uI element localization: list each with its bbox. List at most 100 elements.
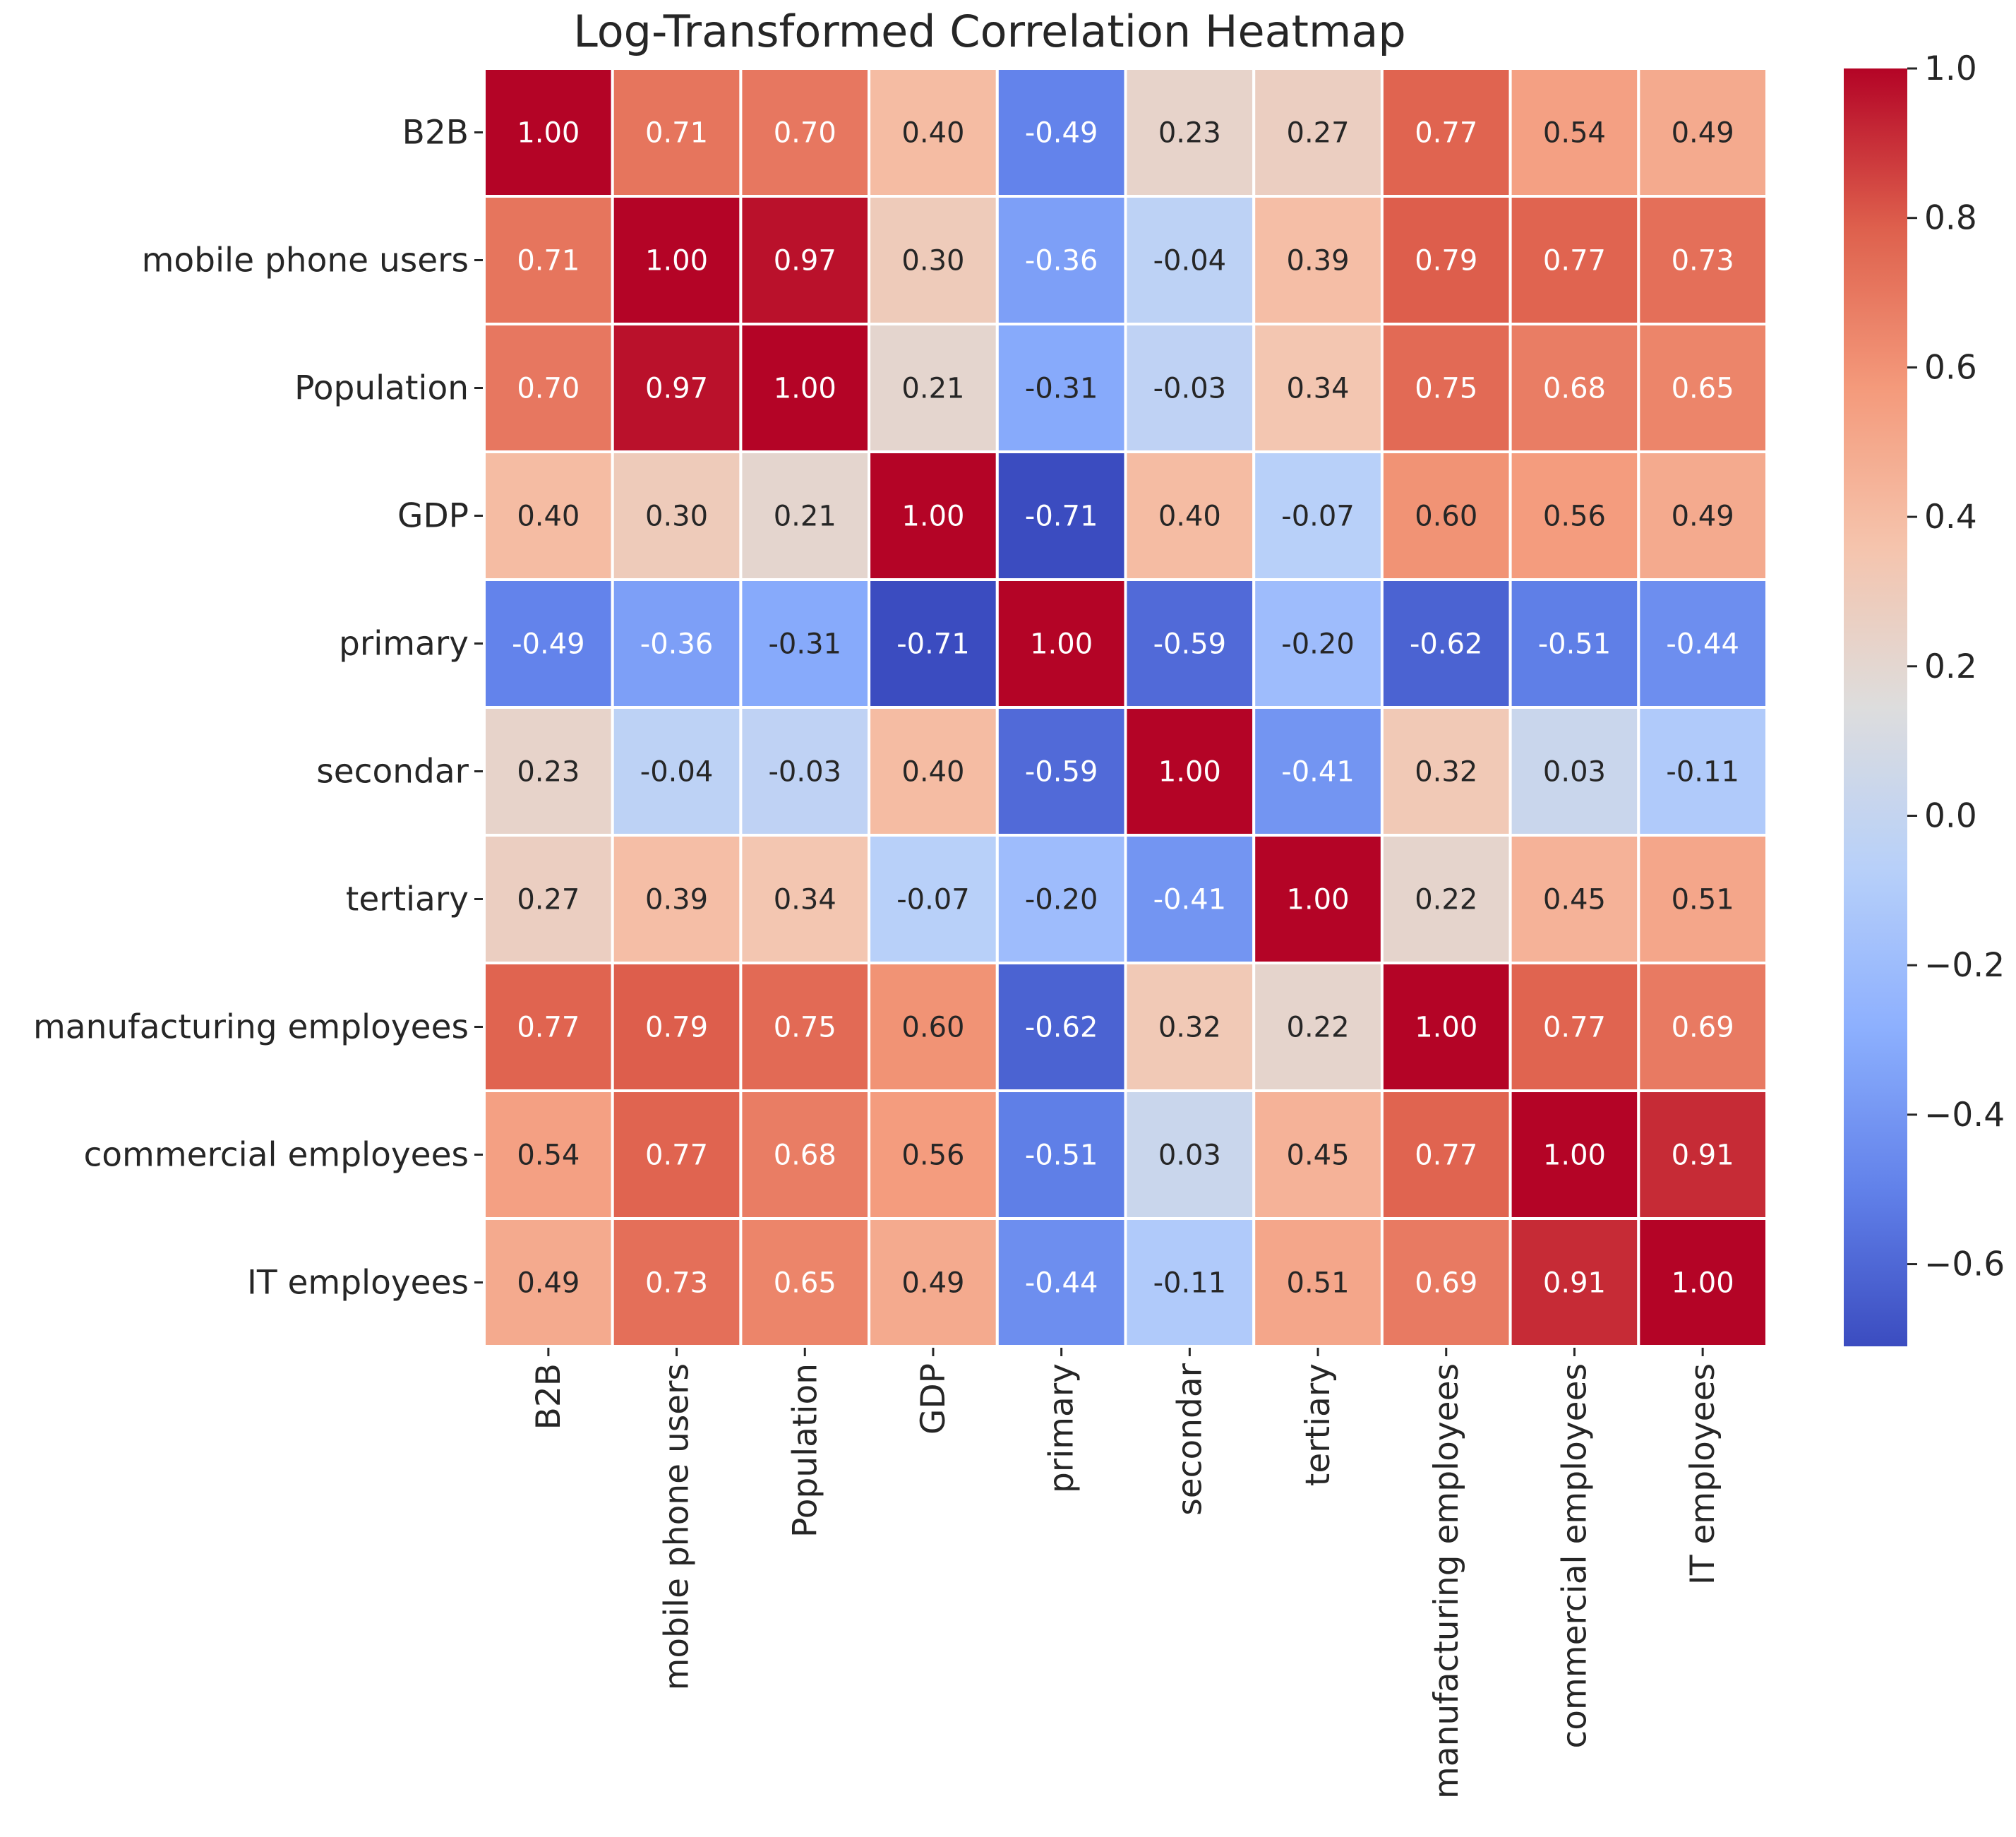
heatmap-cell-4-3 bbox=[868, 578, 999, 709]
cell-value-label: 0.03 bbox=[1158, 1139, 1221, 1172]
cell-value-label: 0.45 bbox=[1543, 884, 1606, 916]
colorbar-gradient bbox=[1844, 68, 1907, 1346]
heatmap-cell-1-1 bbox=[611, 195, 743, 325]
cell-value-label: 0.77 bbox=[517, 1012, 580, 1044]
cell-value-label: 1.00 bbox=[645, 245, 708, 277]
cell-value-label: -0.04 bbox=[640, 756, 714, 789]
cell-value-label: -0.71 bbox=[896, 628, 970, 661]
cell-value-label: -0.04 bbox=[1153, 245, 1227, 277]
colorbar-tick-label: 0.8 bbox=[1924, 199, 1977, 238]
heatmap-cell-5-9 bbox=[1637, 706, 1769, 837]
cell-value-label: 0.60 bbox=[1415, 501, 1477, 533]
cell-value-label: 0.30 bbox=[645, 501, 708, 533]
cell-value-label: 0.65 bbox=[774, 1267, 836, 1300]
row-label-manufacturing-employees: manufacturing employees bbox=[33, 1008, 469, 1047]
cell-value-label: 0.23 bbox=[517, 756, 580, 789]
heatmap-cell-7-1 bbox=[611, 962, 743, 1092]
cell-value-label: 0.51 bbox=[1287, 1267, 1350, 1300]
colorbar-tick-label: −0.6 bbox=[1924, 1245, 2005, 1284]
cell-value-label: 0.49 bbox=[1672, 501, 1734, 533]
column-label-gdp: GDP bbox=[914, 1363, 953, 1435]
heatmap-cell-8-1 bbox=[611, 1089, 743, 1220]
cell-value-label: -0.07 bbox=[896, 884, 970, 916]
column-label-b2b: B2B bbox=[529, 1363, 568, 1430]
cell-value-label: 0.03 bbox=[1543, 756, 1606, 789]
colorbar-tick-label: 0.2 bbox=[1924, 647, 1977, 686]
row-label-commercial-employees: commercial employees bbox=[83, 1136, 469, 1175]
heatmap-cell-3-7 bbox=[1380, 450, 1512, 581]
cell-value-label: 0.27 bbox=[1287, 117, 1350, 150]
heatmap-cell-1-6 bbox=[1252, 195, 1384, 325]
column-label-secondar: secondar bbox=[1170, 1363, 1209, 1515]
cell-value-label: 0.54 bbox=[517, 1139, 580, 1172]
row-label-secondar: secondar bbox=[316, 753, 469, 791]
heatmap-cell-1-4 bbox=[995, 195, 1127, 325]
cell-value-label: -0.41 bbox=[1281, 756, 1355, 789]
heatmap-cell-0-7 bbox=[1380, 67, 1512, 198]
cell-value-label: -0.20 bbox=[1025, 884, 1098, 916]
heatmap-cell-9-7 bbox=[1380, 1217, 1512, 1348]
heatmap-cell-4-8 bbox=[1508, 578, 1640, 709]
heatmap-cell-0-1 bbox=[611, 67, 743, 198]
cell-value-label: 0.40 bbox=[1158, 501, 1221, 533]
cell-value-label: -0.59 bbox=[1153, 628, 1227, 661]
heatmap-cell-6-7 bbox=[1380, 834, 1512, 964]
cell-value-label: 0.54 bbox=[1543, 117, 1606, 150]
heatmap-cell-9-1 bbox=[611, 1217, 743, 1348]
heatmap-cell-6-4 bbox=[995, 834, 1127, 964]
cell-value-label: 0.21 bbox=[901, 373, 964, 405]
cell-value-label: 0.77 bbox=[645, 1139, 708, 1172]
cell-value-label: 0.77 bbox=[1415, 117, 1477, 150]
cell-value-label: -0.51 bbox=[1025, 1139, 1098, 1172]
heatmap-cell-6-9 bbox=[1637, 834, 1769, 964]
cell-value-label: -0.07 bbox=[1281, 501, 1355, 533]
cell-value-label: -0.62 bbox=[1025, 1012, 1098, 1044]
chart-title: Log-Transformed Correlation Heatmap bbox=[573, 6, 1405, 57]
heatmap-cell-4-4 bbox=[995, 578, 1127, 709]
row-label-population: Population bbox=[294, 369, 469, 408]
heatmap-cell-2-4 bbox=[995, 323, 1127, 453]
heatmap-cell-2-3 bbox=[868, 323, 999, 453]
heatmap-cell-4-9 bbox=[1637, 578, 1769, 709]
cell-value-label: 0.71 bbox=[517, 245, 580, 277]
cell-value-label: 0.60 bbox=[901, 1012, 964, 1044]
column-label-population: Population bbox=[786, 1363, 824, 1538]
heatmap-cell-4-2 bbox=[739, 578, 871, 709]
cell-value-label: 0.22 bbox=[1415, 884, 1477, 916]
column-label-mobile-phone-users: mobile phone users bbox=[658, 1363, 697, 1690]
cell-value-label: 0.75 bbox=[1415, 373, 1477, 405]
cell-value-label: 0.51 bbox=[1672, 884, 1734, 916]
column-label-manufacturing-employees: manufacturing employees bbox=[1427, 1363, 1466, 1799]
row-labels: B2B mobile phone users Population GDP primar… bbox=[33, 114, 483, 1303]
cell-value-label: -0.36 bbox=[640, 628, 714, 661]
row-label-it-employees: IT employees bbox=[247, 1264, 469, 1303]
column-label-it-employees: IT employees bbox=[1684, 1363, 1722, 1585]
cell-value-label: 0.56 bbox=[1543, 501, 1606, 533]
cell-value-label: 0.40 bbox=[901, 756, 964, 789]
cell-value-label: 1.00 bbox=[1030, 628, 1093, 661]
cell-value-label: 1.00 bbox=[1543, 1139, 1606, 1172]
cell-value-label: 0.40 bbox=[517, 501, 580, 533]
heatmap-cell-5-4 bbox=[995, 706, 1127, 837]
heatmap-cell-4-5 bbox=[1124, 578, 1256, 709]
heatmap-cell-2-9 bbox=[1637, 323, 1769, 453]
row-label-b2b: B2B bbox=[402, 114, 469, 152]
row-label-gdp: GDP bbox=[397, 497, 469, 536]
heatmap-cell-1-7 bbox=[1380, 195, 1512, 325]
cell-value-label: 0.69 bbox=[1415, 1267, 1477, 1300]
colorbar: 1.0 0.8 0.6 0.4 0.2 0.0 −0.2 −0.4 −0.6 bbox=[1844, 49, 2005, 1346]
heatmap-cell-5-5 bbox=[1124, 706, 1256, 837]
heatmap-cell-8-5 bbox=[1124, 1089, 1256, 1220]
cell-value-label: -0.71 bbox=[1025, 501, 1098, 533]
cell-value-label: 0.79 bbox=[1415, 245, 1477, 277]
cell-value-label: 0.21 bbox=[774, 501, 836, 533]
heatmap-cell-2-1 bbox=[611, 323, 743, 453]
row-label-mobile-phone-users: mobile phone users bbox=[142, 241, 469, 280]
cell-value-label: 0.79 bbox=[645, 1012, 708, 1044]
heatmap-cell-9-8 bbox=[1508, 1217, 1640, 1348]
heatmap-cell-5-1 bbox=[611, 706, 743, 837]
heatmap-cell-4-7 bbox=[1380, 578, 1512, 709]
cell-value-label: 1.00 bbox=[517, 117, 580, 150]
heatmap-cell-7-7 bbox=[1380, 962, 1512, 1092]
cell-value-label: 1.00 bbox=[1287, 884, 1350, 916]
